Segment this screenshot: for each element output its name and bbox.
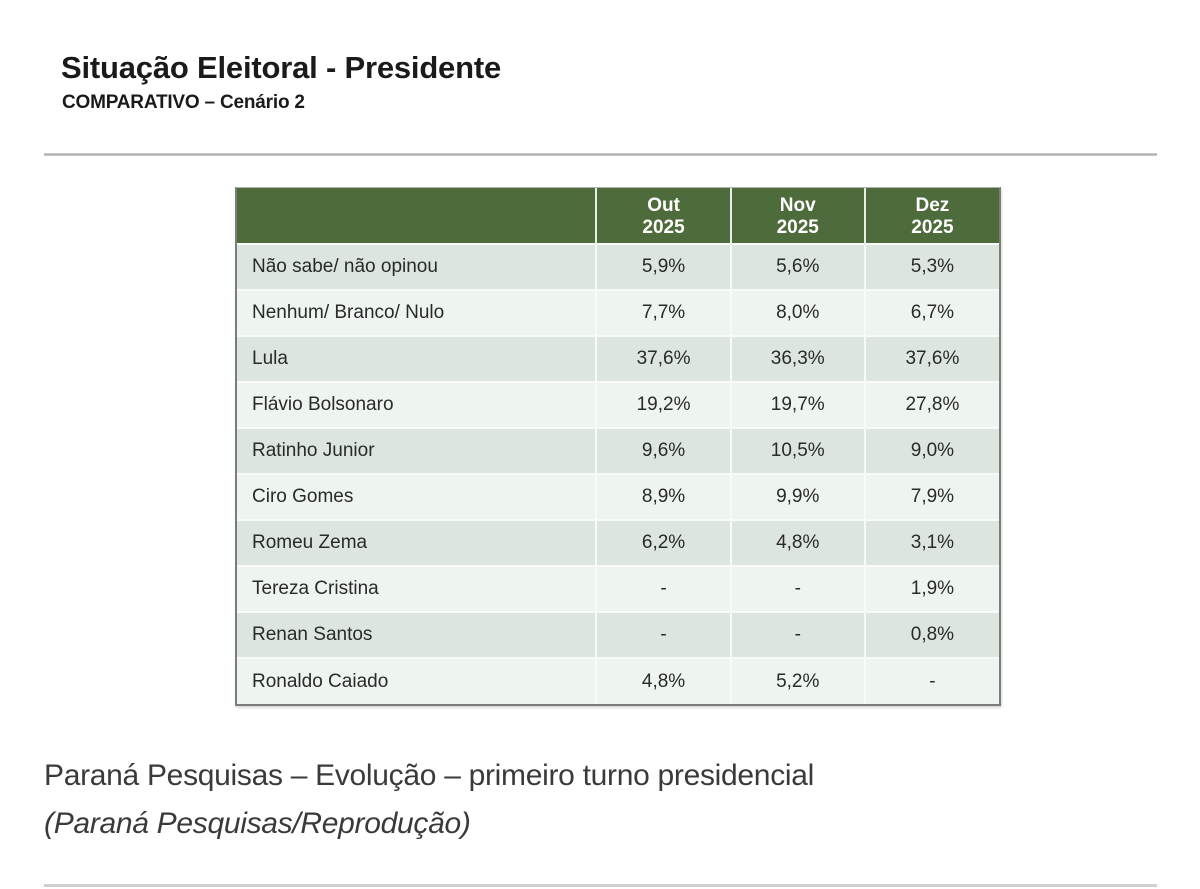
image-credit: (Paraná Pesquisas/Reprodução) (44, 807, 471, 840)
cell-value: 5,3% (863, 243, 999, 290)
table-row: Ratinho Junior 9,6% 10,5% 9,0% (237, 427, 999, 474)
cell-value: 3,1% (863, 519, 999, 566)
table-row: Ciro Gomes 8,9% 9,9% 7,9% (237, 473, 999, 520)
table-row: Flávio Bolsonaro 19,2% 19,7% 27,8% (237, 381, 999, 428)
cell-value: 5,6% (729, 243, 865, 290)
poll-comparison-table: Out 2025 Nov 2025 Dez 2025 Não sabe/ não… (237, 188, 999, 704)
poll-table-container: Out 2025 Nov 2025 Dez 2025 Não sabe/ não… (235, 187, 1001, 706)
cell-value: - (595, 565, 731, 612)
cell-value: - (863, 657, 999, 704)
table-row: Lula 37,6% 36,3% 37,6% (237, 335, 999, 382)
cell-value: 36,3% (729, 335, 865, 382)
image-caption: Paraná Pesquisas – Evolução – primeiro t… (44, 759, 815, 792)
cell-value: 9,0% (863, 427, 999, 474)
table-row: Tereza Cristina - - 1,9% (237, 565, 999, 612)
cell-value: 8,0% (729, 289, 865, 336)
table-row: Romeu Zema 6,2% 4,8% 3,1% (237, 519, 999, 566)
cell-value: 9,9% (729, 473, 865, 520)
table-header-row: Out 2025 Nov 2025 Dez 2025 (237, 188, 999, 244)
cell-value: 9,6% (595, 427, 731, 474)
cell-value: - (595, 611, 731, 658)
cell-value: 0,8% (863, 611, 999, 658)
header-year: 2025 (642, 216, 685, 238)
bottom-divider (44, 884, 1157, 887)
row-label: Renan Santos (237, 611, 597, 658)
cell-value: 4,8% (595, 657, 731, 704)
cell-value: 5,9% (595, 243, 731, 290)
header-year: 2025 (911, 216, 954, 238)
header-month: Nov (779, 194, 816, 216)
row-label: Ciro Gomes (237, 473, 597, 520)
table-row: Renan Santos - - 0,8% (237, 611, 999, 658)
row-label: Romeu Zema (237, 519, 597, 566)
cell-value: 6,2% (595, 519, 731, 566)
header-out-2025: Out 2025 (595, 188, 731, 244)
header-dez-2025: Dez 2025 (863, 188, 999, 244)
header-candidate (237, 188, 596, 244)
header-month: Dez (915, 194, 950, 216)
row-label: Tereza Cristina (237, 565, 597, 612)
row-label: Não sabe/ não opinou (237, 243, 597, 290)
cell-value: 8,9% (595, 473, 731, 520)
cell-value: 19,2% (595, 381, 731, 428)
row-label: Flávio Bolsonaro (237, 381, 597, 428)
row-label: Nenhum/ Branco/ Nulo (237, 289, 597, 336)
cell-value: - (729, 611, 865, 658)
cell-value: 5,2% (729, 657, 865, 704)
cell-value: 10,5% (729, 427, 865, 474)
cell-value: - (729, 565, 865, 612)
cell-value: 4,8% (729, 519, 865, 566)
cell-value: 19,7% (729, 381, 865, 428)
cell-value: 7,7% (595, 289, 731, 336)
table-row: Não sabe/ não opinou 5,9% 5,6% 5,3% (237, 243, 999, 290)
row-label: Ronaldo Caiado (237, 657, 597, 704)
cell-value: 6,7% (863, 289, 999, 336)
header-year: 2025 (776, 216, 819, 238)
table-row: Nenhum/ Branco/ Nulo 7,7% 8,0% 6,7% (237, 289, 999, 336)
top-divider (44, 153, 1157, 156)
header-month: Out (647, 194, 680, 216)
table-row: Ronaldo Caiado 4,8% 5,2% - (237, 657, 999, 704)
slide-subtitle: COMPARATIVO – Cenário 2 (62, 92, 305, 113)
row-label: Lula (237, 335, 597, 382)
cell-value: 37,6% (863, 335, 999, 382)
cell-value: 7,9% (863, 473, 999, 520)
cell-value: 37,6% (595, 335, 731, 382)
cell-value: 1,9% (863, 565, 999, 612)
row-label: Ratinho Junior (237, 427, 597, 474)
header-nov-2025: Nov 2025 (729, 188, 865, 244)
slide-title: Situação Eleitoral - Presidente (61, 50, 502, 85)
cell-value: 27,8% (863, 381, 999, 428)
